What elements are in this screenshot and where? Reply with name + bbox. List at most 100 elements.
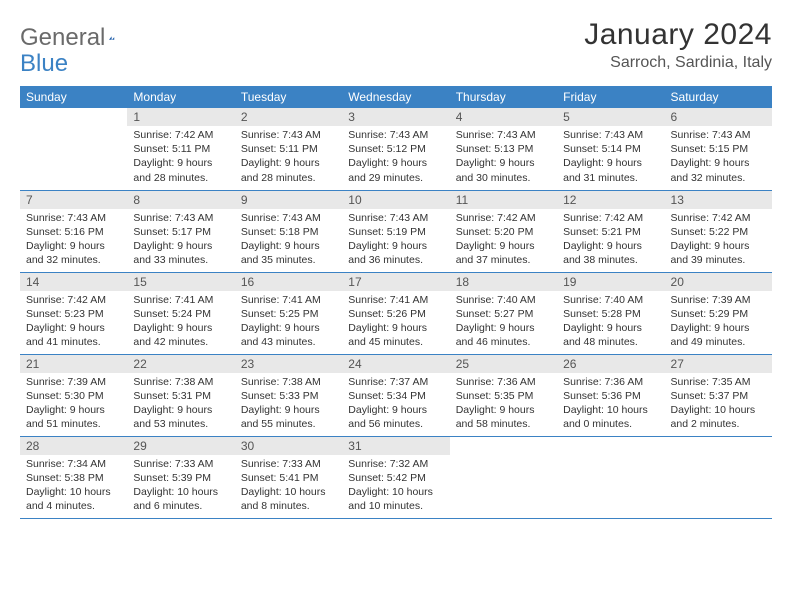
calendar-cell: 3Sunrise: 7:43 AMSunset: 5:12 PMDaylight… (342, 108, 449, 190)
calendar-week-row: 7Sunrise: 7:43 AMSunset: 5:16 PMDaylight… (20, 190, 772, 272)
calendar-cell: 26Sunrise: 7:36 AMSunset: 5:36 PMDayligh… (557, 354, 664, 436)
day-text-line: Sunset: 5:28 PM (563, 307, 658, 321)
day-text-line: and 41 minutes. (26, 335, 121, 349)
day-text-line: and 45 minutes. (348, 335, 443, 349)
day-number: 5 (557, 108, 664, 126)
day-text-line: Daylight: 10 hours (563, 403, 658, 417)
day-text: Sunrise: 7:42 AMSunset: 5:21 PMDaylight:… (557, 209, 664, 272)
day-text-line: Sunset: 5:30 PM (26, 389, 121, 403)
day-text-line: Sunset: 5:22 PM (671, 225, 766, 239)
day-number: 16 (235, 273, 342, 291)
day-text: Sunrise: 7:41 AMSunset: 5:25 PMDaylight:… (235, 291, 342, 354)
day-text-line: Sunset: 5:27 PM (456, 307, 551, 321)
day-text-line: Sunrise: 7:43 AM (671, 128, 766, 142)
day-header: Saturday (665, 86, 772, 108)
day-text-line: Daylight: 10 hours (241, 485, 336, 499)
header: General January 2024 Sarroch, Sardinia, … (20, 18, 772, 72)
day-header: Thursday (450, 86, 557, 108)
day-text-line: Daylight: 10 hours (133, 485, 228, 499)
day-number: 17 (342, 273, 449, 291)
day-text (665, 441, 772, 447)
day-text: Sunrise: 7:41 AMSunset: 5:24 PMDaylight:… (127, 291, 234, 354)
day-text-line: Sunset: 5:33 PM (241, 389, 336, 403)
day-text-line: Sunrise: 7:37 AM (348, 375, 443, 389)
day-text: Sunrise: 7:42 AMSunset: 5:23 PMDaylight:… (20, 291, 127, 354)
calendar-cell: 12Sunrise: 7:42 AMSunset: 5:21 PMDayligh… (557, 190, 664, 272)
logo-text-blue: Blue (20, 50, 68, 77)
day-text-line: Daylight: 9 hours (456, 403, 551, 417)
title-block: January 2024 Sarroch, Sardinia, Italy (584, 18, 772, 72)
day-header-row: Sunday Monday Tuesday Wednesday Thursday… (20, 86, 772, 108)
day-text-line: Sunrise: 7:43 AM (563, 128, 658, 142)
day-text-line: Sunset: 5:20 PM (456, 225, 551, 239)
day-text-line: Sunrise: 7:41 AM (133, 293, 228, 307)
day-number: 15 (127, 273, 234, 291)
day-text-line: Sunrise: 7:39 AM (26, 375, 121, 389)
calendar-cell: 13Sunrise: 7:42 AMSunset: 5:22 PMDayligh… (665, 190, 772, 272)
day-text: Sunrise: 7:33 AMSunset: 5:39 PMDaylight:… (127, 455, 234, 518)
day-text-line: and 8 minutes. (241, 499, 336, 513)
day-text-line: Daylight: 9 hours (241, 239, 336, 253)
calendar-cell: 16Sunrise: 7:41 AMSunset: 5:25 PMDayligh… (235, 272, 342, 354)
day-header: Wednesday (342, 86, 449, 108)
calendar-cell: 31Sunrise: 7:32 AMSunset: 5:42 PMDayligh… (342, 436, 449, 518)
day-text: Sunrise: 7:38 AMSunset: 5:31 PMDaylight:… (127, 373, 234, 436)
day-text-line: Sunrise: 7:33 AM (133, 457, 228, 471)
day-text-line: Daylight: 9 hours (241, 321, 336, 335)
day-text: Sunrise: 7:40 AMSunset: 5:28 PMDaylight:… (557, 291, 664, 354)
day-text-line: and 38 minutes. (563, 253, 658, 267)
day-text-line: Daylight: 9 hours (133, 321, 228, 335)
day-text-line: Sunrise: 7:43 AM (241, 128, 336, 142)
day-text: Sunrise: 7:37 AMSunset: 5:34 PMDaylight:… (342, 373, 449, 436)
day-text-line: and 30 minutes. (456, 171, 551, 185)
day-text-line: and 42 minutes. (133, 335, 228, 349)
calendar-cell (450, 436, 557, 518)
day-text-line: and 36 minutes. (348, 253, 443, 267)
day-text-line: Sunrise: 7:43 AM (348, 128, 443, 142)
day-number: 10 (342, 191, 449, 209)
day-header: Monday (127, 86, 234, 108)
logo-sail-icon (109, 29, 114, 47)
day-text-line: Sunrise: 7:43 AM (26, 211, 121, 225)
calendar-cell: 18Sunrise: 7:40 AMSunset: 5:27 PMDayligh… (450, 272, 557, 354)
day-text-line: Sunset: 5:12 PM (348, 142, 443, 156)
day-text: Sunrise: 7:43 AMSunset: 5:11 PMDaylight:… (235, 126, 342, 189)
day-text-line: Sunset: 5:23 PM (26, 307, 121, 321)
day-text-line: Sunrise: 7:42 AM (456, 211, 551, 225)
day-text (20, 112, 127, 118)
day-text: Sunrise: 7:40 AMSunset: 5:27 PMDaylight:… (450, 291, 557, 354)
day-text-line: Sunrise: 7:43 AM (133, 211, 228, 225)
day-text-line: Sunset: 5:26 PM (348, 307, 443, 321)
calendar-cell: 14Sunrise: 7:42 AMSunset: 5:23 PMDayligh… (20, 272, 127, 354)
day-text-line: Sunrise: 7:35 AM (671, 375, 766, 389)
day-text-line: and 53 minutes. (133, 417, 228, 431)
day-text-line: Sunset: 5:11 PM (133, 142, 228, 156)
day-text-line: Sunset: 5:41 PM (241, 471, 336, 485)
day-text-line: Sunset: 5:19 PM (348, 225, 443, 239)
day-number: 19 (557, 273, 664, 291)
calendar-week-row: 1Sunrise: 7:42 AMSunset: 5:11 PMDaylight… (20, 108, 772, 190)
day-number: 14 (20, 273, 127, 291)
day-text-line: Sunrise: 7:41 AM (348, 293, 443, 307)
day-text-line: Sunset: 5:17 PM (133, 225, 228, 239)
day-text-line: Sunrise: 7:36 AM (563, 375, 658, 389)
day-number: 18 (450, 273, 557, 291)
day-number: 1 (127, 108, 234, 126)
logo-text-blue-wrap: Blue (20, 50, 68, 78)
day-text-line: Daylight: 9 hours (456, 156, 551, 170)
day-text-line: Daylight: 9 hours (671, 321, 766, 335)
calendar-week-row: 21Sunrise: 7:39 AMSunset: 5:30 PMDayligh… (20, 354, 772, 436)
day-text-line: Daylight: 9 hours (241, 156, 336, 170)
day-text-line: Sunset: 5:31 PM (133, 389, 228, 403)
page-subtitle: Sarroch, Sardinia, Italy (584, 54, 772, 72)
day-text-line: Sunrise: 7:43 AM (241, 211, 336, 225)
day-text-line: Sunset: 5:11 PM (241, 142, 336, 156)
day-text-line: Daylight: 9 hours (133, 239, 228, 253)
day-number: 30 (235, 437, 342, 455)
day-text-line: and 56 minutes. (348, 417, 443, 431)
calendar-cell: 21Sunrise: 7:39 AMSunset: 5:30 PMDayligh… (20, 354, 127, 436)
day-text: Sunrise: 7:43 AMSunset: 5:19 PMDaylight:… (342, 209, 449, 272)
calendar-cell: 27Sunrise: 7:35 AMSunset: 5:37 PMDayligh… (665, 354, 772, 436)
day-text-line: Sunrise: 7:32 AM (348, 457, 443, 471)
calendar-cell: 23Sunrise: 7:38 AMSunset: 5:33 PMDayligh… (235, 354, 342, 436)
